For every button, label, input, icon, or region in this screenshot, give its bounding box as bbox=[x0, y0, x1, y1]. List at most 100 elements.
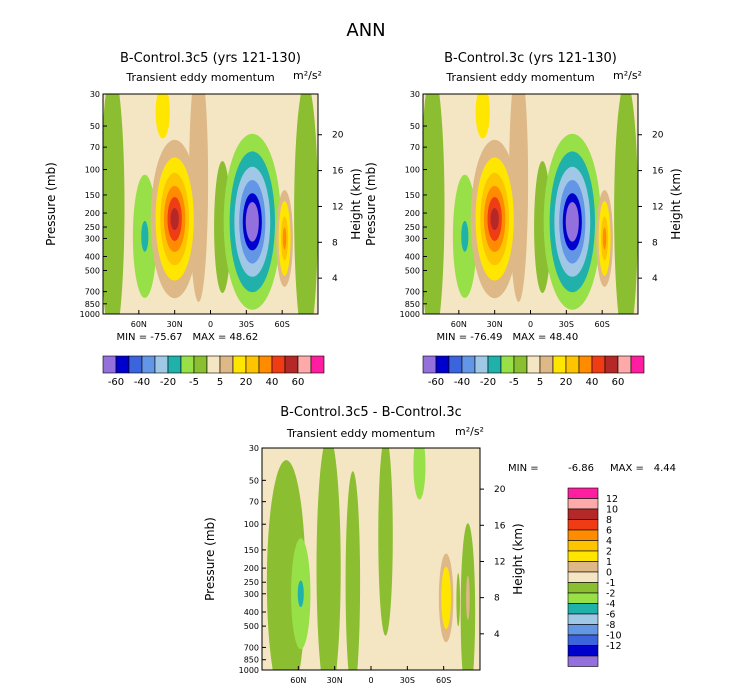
colorbar-swatch bbox=[474, 355, 489, 374]
colorbar-swatch bbox=[435, 355, 450, 374]
colorbar-label: 4 bbox=[606, 536, 612, 547]
y-axis-label: Pressure (mb) bbox=[44, 162, 58, 246]
y-axis-label: Pressure (mb) bbox=[203, 517, 217, 601]
y-tick-label: 70 bbox=[90, 143, 100, 152]
colorbar-label: -40 bbox=[454, 377, 470, 388]
colorbar-label: -1 bbox=[606, 578, 615, 589]
y-tick-label: 30 bbox=[410, 90, 420, 99]
colorbar-label: 5 bbox=[537, 377, 543, 388]
y2-tick-label: 12 bbox=[652, 202, 663, 212]
y-tick-label: 70 bbox=[249, 498, 259, 507]
contour-fill bbox=[262, 448, 480, 670]
y-axis-label: Pressure (mb) bbox=[364, 162, 378, 246]
min-label: MIN = -76.49 bbox=[436, 332, 502, 343]
y-tick-label: 500 bbox=[85, 267, 100, 276]
x-tick-label: 30S bbox=[559, 320, 574, 329]
y-tick-label: 300 bbox=[244, 590, 259, 599]
colorbar-swatch bbox=[500, 355, 515, 374]
diff-band-s1 bbox=[378, 448, 393, 636]
colorbar-swatch bbox=[167, 355, 182, 374]
jet-n-6 bbox=[490, 208, 499, 231]
colorbar-swatch bbox=[567, 645, 599, 657]
colorbar-swatch bbox=[567, 624, 599, 636]
min-value: -6.86 bbox=[568, 463, 594, 474]
colorbar-label: 20 bbox=[560, 377, 573, 388]
y-tick-label: 50 bbox=[90, 122, 100, 131]
cell-60s-4 bbox=[602, 227, 607, 250]
y-tick-label: 30 bbox=[249, 444, 259, 453]
panel-title: B-Control.3c5 (yrs 121-130) bbox=[120, 51, 301, 66]
y-tick-label: 400 bbox=[85, 253, 100, 262]
x-tick-label: 60N bbox=[290, 676, 306, 685]
colorbar-swatch bbox=[578, 355, 593, 374]
x-tick-label: 0 bbox=[208, 320, 213, 329]
y2-axis-label: Height (km) bbox=[511, 523, 525, 594]
colorbar-swatch bbox=[617, 355, 632, 374]
y-tick-label: 300 bbox=[85, 234, 100, 243]
colorbar-swatch bbox=[567, 487, 599, 499]
colorbar-swatch bbox=[284, 355, 299, 374]
colorbar-swatch bbox=[567, 550, 599, 562]
colorbar-swatch bbox=[297, 355, 312, 374]
colorbar-swatch bbox=[271, 355, 286, 374]
colorbar-swatch bbox=[448, 355, 463, 374]
colorbar-label: 2 bbox=[606, 547, 612, 558]
band-polar-south bbox=[294, 94, 318, 314]
y2-tick-label: 16 bbox=[332, 167, 344, 177]
colorbar-swatch bbox=[567, 498, 599, 510]
x-tick-label: 60S bbox=[275, 320, 290, 329]
colorbar-swatch bbox=[552, 355, 567, 374]
colorbar-swatch bbox=[604, 355, 619, 374]
panel-title: B-Control.3c5 - B-Control.3c bbox=[280, 405, 462, 420]
max-value: 4.44 bbox=[654, 463, 676, 474]
max-label: MAX = 48.62 bbox=[193, 332, 259, 343]
x-tick-label: 30S bbox=[400, 676, 415, 685]
y-tick-label: 50 bbox=[249, 476, 259, 485]
x-tick-label: 60S bbox=[436, 676, 451, 685]
colorbar-swatch bbox=[567, 582, 599, 594]
y-tick-label: 200 bbox=[85, 209, 100, 218]
colorbar-label: -2 bbox=[606, 589, 615, 600]
units-label: m²/s² bbox=[613, 69, 642, 82]
y2-axis-label: Height (km) bbox=[349, 168, 363, 239]
y2-tick-label: 8 bbox=[494, 594, 500, 604]
y2-tick-label: 8 bbox=[652, 238, 658, 248]
colorbar-label: 6 bbox=[606, 526, 612, 537]
colorbar-label: -60 bbox=[428, 377, 444, 388]
x-tick-label: 30N bbox=[327, 676, 343, 685]
panel-subtitle: Transient eddy momentum bbox=[125, 71, 274, 84]
cell-60s-4 bbox=[282, 227, 287, 250]
y-tick-label: 850 bbox=[85, 300, 100, 309]
colorbar-swatch bbox=[128, 355, 143, 374]
y-tick-label: 850 bbox=[405, 300, 420, 309]
y2-tick-label: 20 bbox=[332, 131, 344, 141]
colorbar-label: -40 bbox=[134, 377, 150, 388]
contour-fill bbox=[423, 94, 638, 314]
max-label: MAX = 48.40 bbox=[513, 332, 579, 343]
y-tick-label: 850 bbox=[244, 656, 259, 665]
y-tick-label: 700 bbox=[85, 288, 100, 297]
colorbar-label: 40 bbox=[586, 377, 599, 388]
colorbar-swatch bbox=[245, 355, 260, 374]
colorbar-swatch bbox=[567, 592, 599, 604]
y-tick-label: 300 bbox=[405, 234, 420, 243]
colorbar-label: 8 bbox=[606, 515, 612, 526]
y-tick-label: 1000 bbox=[239, 666, 259, 675]
colorbar-label: -8 bbox=[606, 620, 615, 631]
diff-60s-2 bbox=[441, 566, 451, 629]
colorbar-swatch bbox=[487, 355, 502, 374]
colorbar-label: -20 bbox=[480, 377, 496, 388]
colorbar-label: -10 bbox=[606, 631, 622, 642]
colorbar-swatch bbox=[567, 519, 599, 531]
y-tick-label: 100 bbox=[244, 520, 259, 529]
colorbar-label: -20 bbox=[160, 377, 176, 388]
panel-subtitle: Transient eddy momentum bbox=[445, 71, 594, 84]
diff-60n-2 bbox=[297, 580, 304, 608]
x-tick-label: 60N bbox=[131, 320, 147, 329]
units-label: m²/s² bbox=[455, 425, 484, 438]
x-tick-label: 30N bbox=[487, 320, 503, 329]
colorbar-swatch bbox=[422, 355, 437, 374]
y-tick-label: 30 bbox=[90, 90, 100, 99]
colorbar-swatch bbox=[180, 355, 195, 374]
